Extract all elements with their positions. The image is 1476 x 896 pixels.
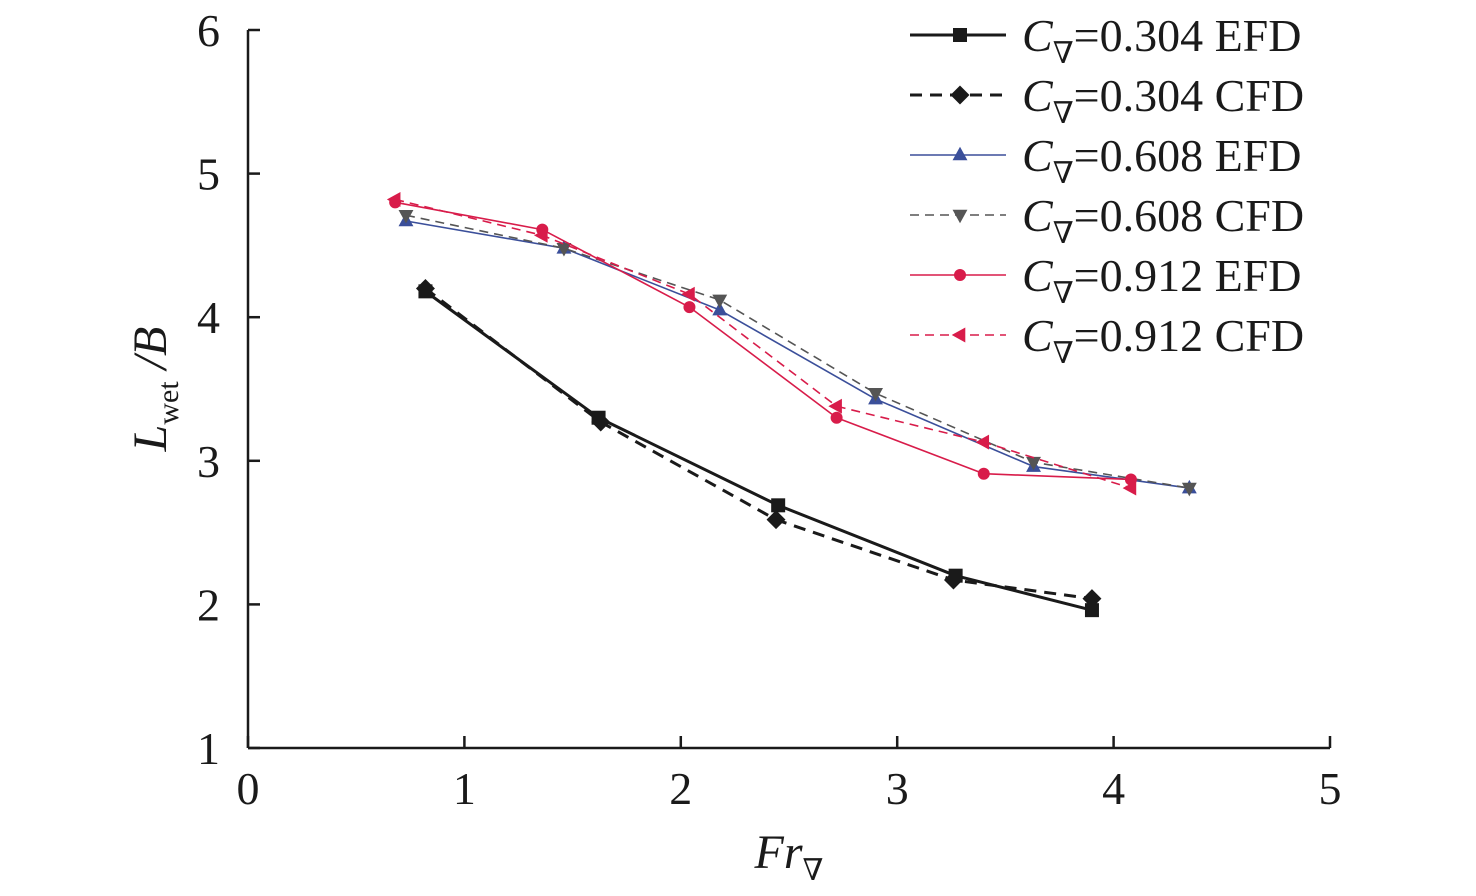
legend-item: C∇=0.608 EFD <box>910 130 1301 190</box>
legend-symbol: C <box>1022 10 1054 61</box>
y-tick-label: 4 <box>197 292 220 343</box>
legend-label: C∇=0.912 EFD <box>1022 250 1301 310</box>
data-point <box>830 411 843 424</box>
series-line <box>405 220 1190 489</box>
legend-text-rest: =0.304 CFD <box>1074 70 1304 121</box>
data-point <box>681 286 695 302</box>
y-tick-label: 1 <box>197 723 220 774</box>
legend-subscript: ∇ <box>1053 277 1074 310</box>
data-point <box>766 510 786 530</box>
legend-marker <box>950 85 970 105</box>
legend-symbol: C <box>1022 190 1054 241</box>
legend-subscript: ∇ <box>1053 37 1074 70</box>
y-axis-title-sub: wet <box>152 381 185 425</box>
x-tick-label: 2 <box>669 763 692 814</box>
x-tick-label: 5 <box>1319 763 1342 814</box>
legend-symbol: C <box>1022 250 1054 301</box>
y-tick-label: 5 <box>197 149 220 200</box>
legend-subscript: ∇ <box>1053 97 1074 130</box>
data-point <box>398 209 414 224</box>
legend-label: C∇=0.912 CFD <box>1022 310 1304 370</box>
data-point <box>386 192 401 207</box>
y-axis-title: Lwet /B <box>124 327 185 453</box>
legend-text-rest: =0.608 EFD <box>1074 130 1302 181</box>
legend-label: C∇=0.304 CFD <box>1022 70 1304 130</box>
series-2 <box>415 278 1102 609</box>
data-point <box>1082 589 1102 609</box>
legend-label: C∇=0.608 CFD <box>1022 190 1304 250</box>
y-tick-label: 6 <box>197 5 220 56</box>
legend-text-rest: =0.912 EFD <box>1074 250 1302 301</box>
data-point <box>534 227 548 243</box>
data-point <box>683 301 696 314</box>
legend-item: C∇=0.912 EFD <box>910 250 1301 310</box>
x-tick-label: 4 <box>1102 763 1125 814</box>
legend-item: C∇=0.608 CFD <box>910 190 1304 250</box>
legend-symbol: C <box>1022 70 1054 121</box>
legend-text-rest: =0.304 EFD <box>1074 10 1302 61</box>
legend-marker <box>953 28 967 42</box>
legend-symbol: C <box>1022 130 1054 181</box>
legend-subscript: ∇ <box>1053 217 1074 250</box>
legend-text-rest: =0.912 CFD <box>1074 310 1304 361</box>
legend-marker <box>952 146 968 161</box>
x-axis-title-sub: ∇ <box>803 854 824 887</box>
data-point <box>868 388 884 402</box>
legend-subscript: ∇ <box>1053 337 1074 370</box>
data-point <box>556 242 572 257</box>
legend-label: C∇=0.304 EFD <box>1022 10 1301 70</box>
data-point <box>1122 480 1137 496</box>
legend-item: C∇=0.304 CFD <box>910 70 1304 130</box>
x-axis-title: Fr∇ <box>754 826 824 887</box>
series-layer <box>386 192 1197 618</box>
y-axis-title-main: L <box>124 425 177 453</box>
data-point <box>415 278 435 298</box>
data-point <box>712 294 728 309</box>
legend-symbol: C <box>1022 310 1054 361</box>
data-point <box>771 498 786 513</box>
y-tick-label: 3 <box>197 436 220 487</box>
legend-text-rest: =0.608 CFD <box>1074 190 1304 241</box>
data-point <box>1181 482 1197 497</box>
legend-marker <box>952 209 968 224</box>
legend-item: C∇=0.912 CFD <box>910 310 1304 370</box>
legend-subscript: ∇ <box>1053 157 1074 190</box>
x-axis-title-main: Fr <box>754 826 803 879</box>
data-point <box>943 570 963 590</box>
data-point <box>712 301 728 316</box>
legend-marker <box>954 269 966 281</box>
series-6 <box>386 192 1137 496</box>
data-point <box>828 398 842 414</box>
series-line <box>395 201 1131 481</box>
data-point <box>591 412 611 432</box>
legend-item: C∇=0.304 EFD <box>910 10 1301 70</box>
y-tick-label: 2 <box>197 579 220 630</box>
data-point <box>975 434 990 450</box>
series-5 <box>389 196 1137 486</box>
series-line <box>424 290 1093 612</box>
series-line <box>394 198 1132 489</box>
data-point <box>977 467 990 480</box>
legend-marker <box>951 327 966 343</box>
x-tick-label: 0 <box>237 763 260 814</box>
y-axis-title-suffix: /B <box>124 327 177 382</box>
legend-label: C∇=0.608 EFD <box>1022 130 1301 190</box>
x-tick-label: 1 <box>453 763 476 814</box>
x-tick-label: 3 <box>886 763 909 814</box>
